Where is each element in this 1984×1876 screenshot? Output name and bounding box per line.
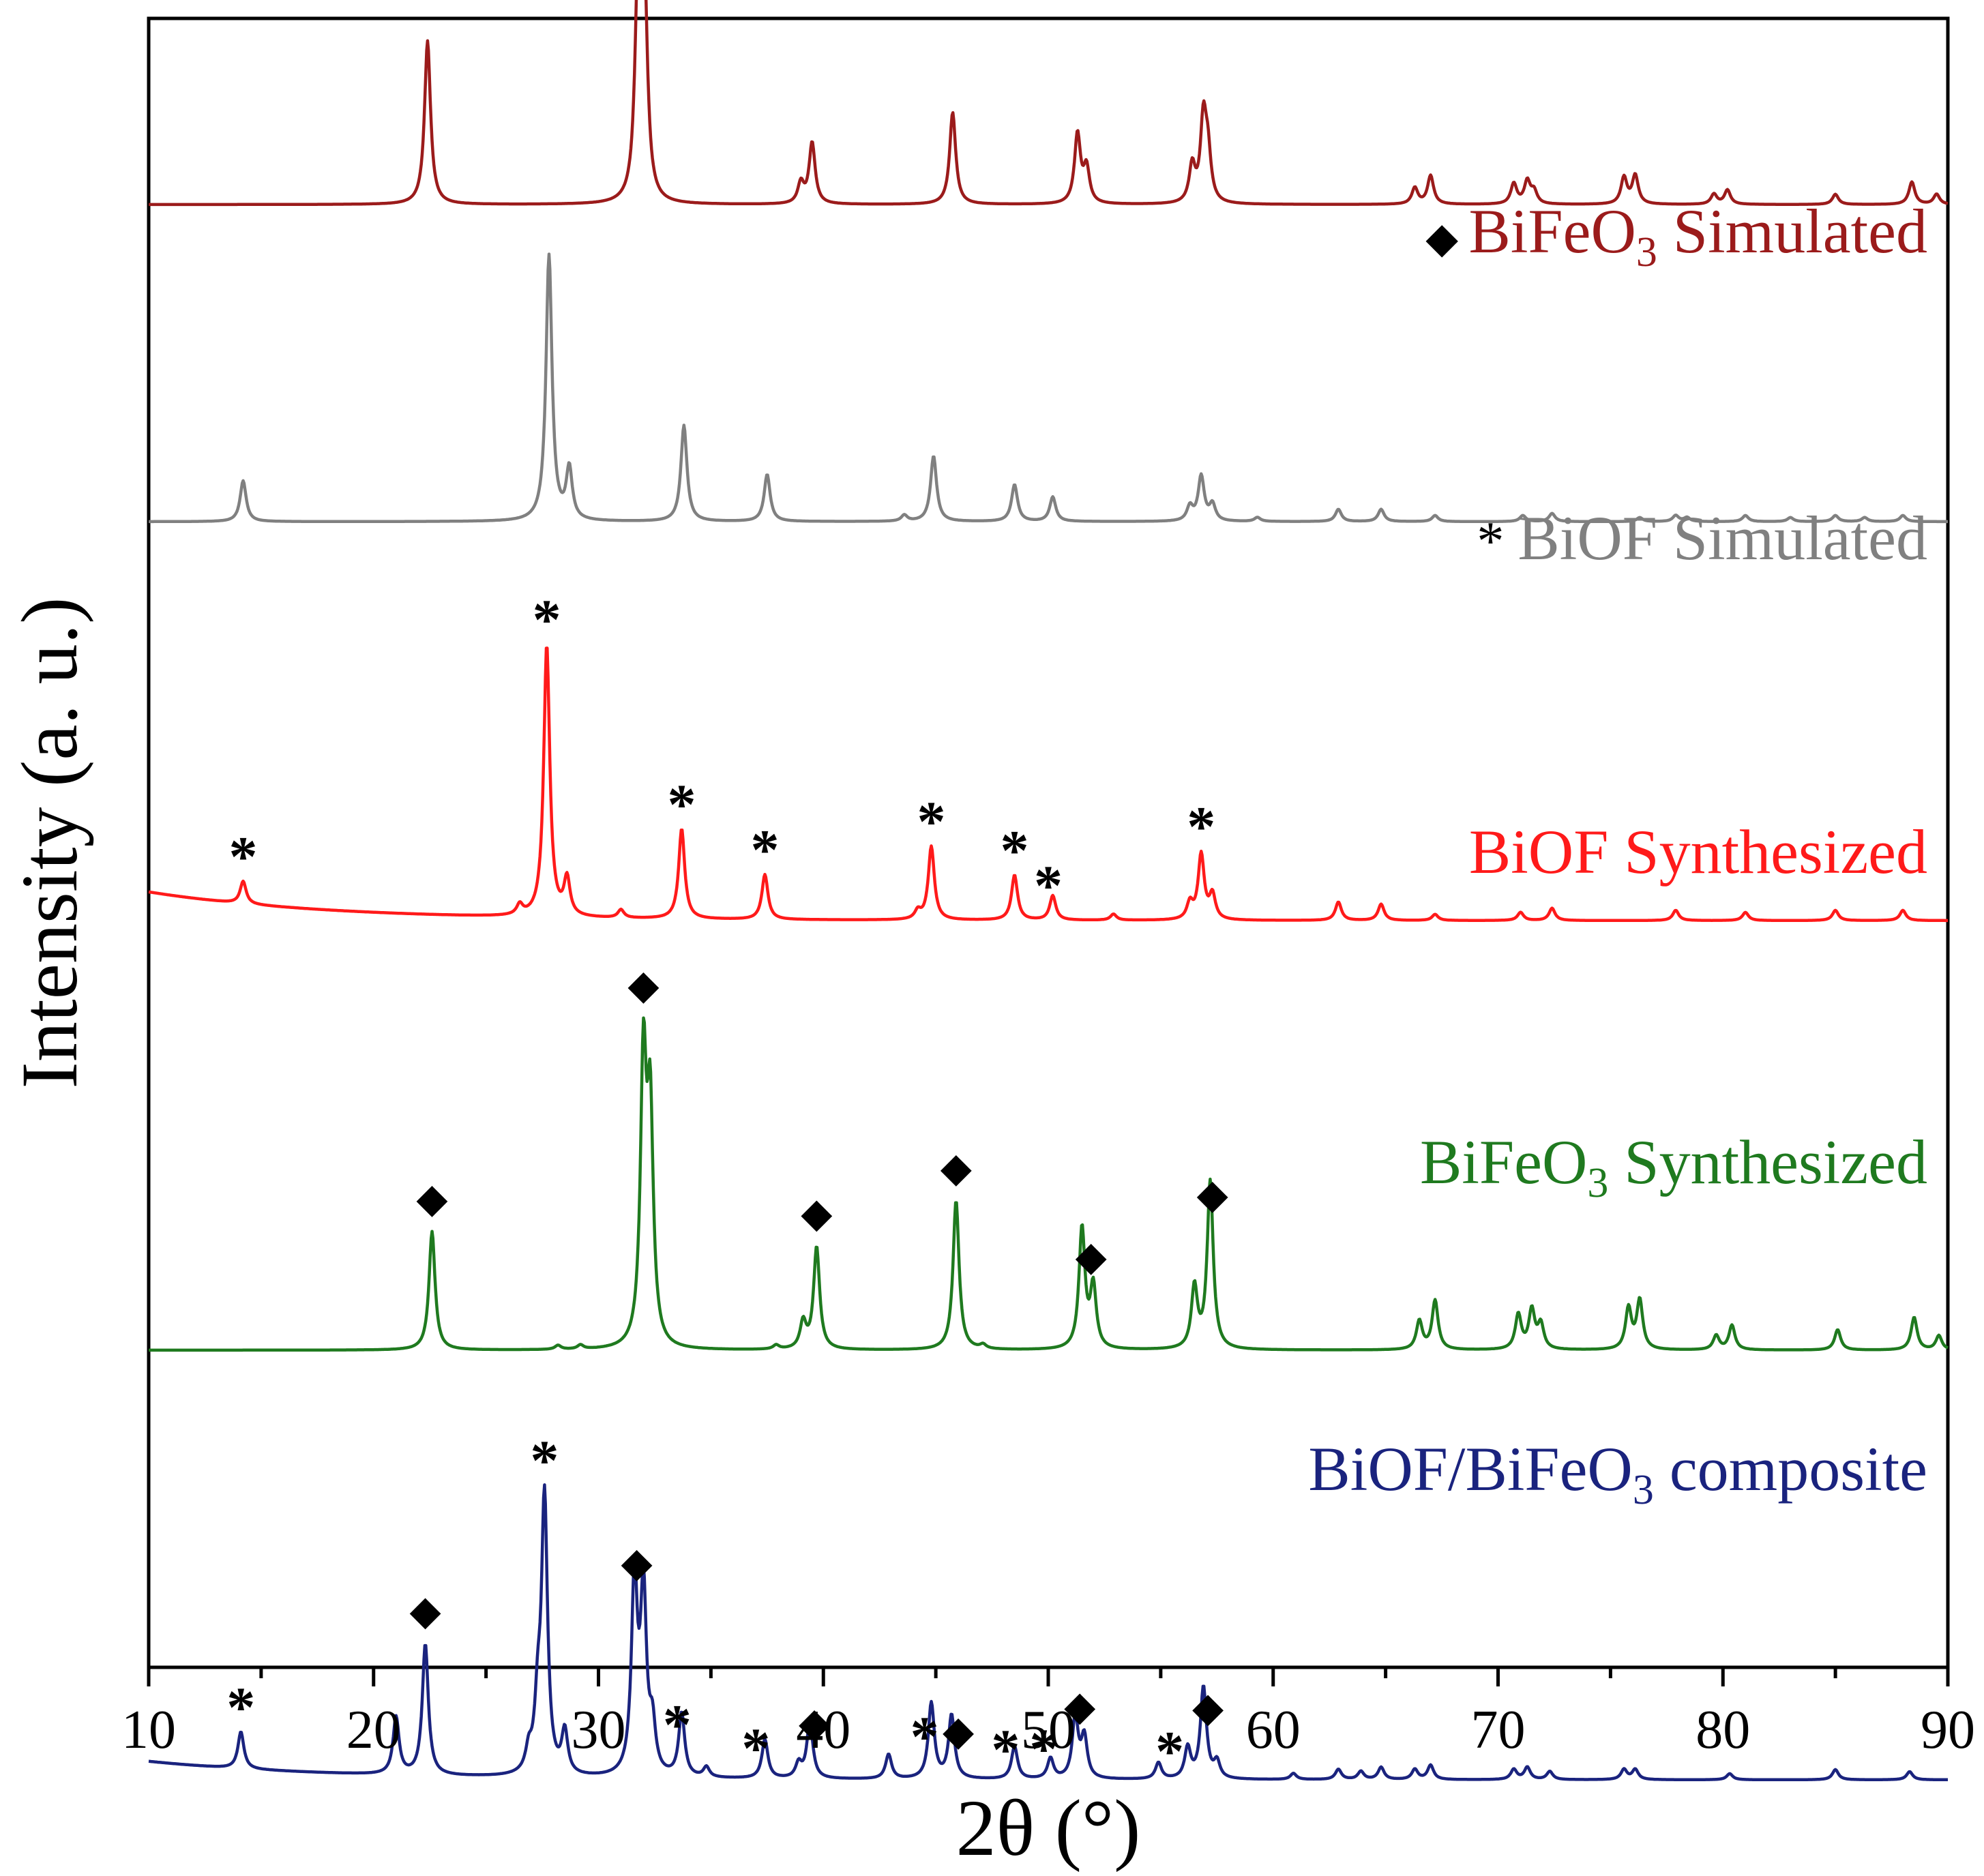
peak-marker-biof-bifeo3-composite-10: * [1029, 1717, 1058, 1781]
peak-marker-biof-bifeo3-composite-9: * [991, 1718, 1020, 1782]
peak-marker-biof-synthesized-0: * [228, 825, 257, 889]
x-tick-label: 90 [1921, 1700, 1975, 1760]
peak-annotations: **** * ***◆◆◆◆◆◆*◆*◆* * ◆ * ◆ * *◆*◆ [226, 588, 1228, 1783]
peak-marker-biof-bifeo3-composite-6: ◆ [799, 1700, 830, 1745]
peak-marker-biof-bifeo3-composite-0: * [226, 1676, 255, 1740]
peak-marker-bifeo3-synthesized-1: ◆ [627, 963, 659, 1008]
peak-marker-biof-bifeo3-composite-7: * [910, 1706, 939, 1769]
peak-marker-biof-bifeo3-composite-5: * [741, 1716, 770, 1780]
peak-marker-biof-synthesized-7: * [1187, 795, 1215, 859]
series-traces [148, 0, 1949, 1782]
x-tick-label: 10 [121, 1700, 176, 1760]
peak-marker-biof-bifeo3-composite-11: ◆ [1064, 1684, 1095, 1729]
peak-marker-biof-synthesized-1: * [533, 588, 561, 651]
peak-marker-biof-bifeo3-composite-4: * [663, 1693, 692, 1757]
peak-marker-biof-synthesized-4: * [917, 790, 946, 853]
peak-marker-bifeo3-synthesized-2: ◆ [801, 1191, 832, 1236]
x-tick-label: 40 [796, 1700, 850, 1760]
series-label-biof-bifeo3-composite: BiOF/BiFeO3 composite [1308, 1434, 1927, 1513]
peak-marker-bifeo3-synthesized-4: ◆ [1076, 1234, 1107, 1279]
series-label-biof-synthesized: BiOF Synthesized [1469, 817, 1927, 887]
peak-marker-biof-bifeo3-composite-12: * [1155, 1720, 1184, 1783]
x-tick-label: 80 [1696, 1700, 1750, 1760]
series-line-bifeo3-synthesized [148, 1016, 1949, 1352]
series-line-biof-bifeo3-composite [148, 1483, 1949, 1782]
x-tick-label: 30 [572, 1700, 626, 1760]
x-tick-label: 60 [1246, 1700, 1301, 1760]
series-label-bifeo3-simulated: ◆ BiFeO3 Simulated [1425, 196, 1927, 276]
peak-marker-bifeo3-synthesized-3: ◆ [941, 1145, 972, 1190]
peak-marker-biof-synthesized-3: * [751, 818, 780, 882]
series-label-bifeo3-synthesized: BiFeO3 Synthesized [1420, 1127, 1927, 1206]
x-tick-label: 70 [1471, 1700, 1526, 1760]
peak-marker-bifeo3-synthesized-0: ◆ [416, 1176, 447, 1221]
series-line-biof-simulated [148, 252, 1949, 524]
x-tick-label: 50 [1021, 1700, 1076, 1760]
x-axis: 10 20 30 40 50 60 70 80 90 [121, 1667, 1975, 1760]
peak-marker-biof-synthesized-2: * [668, 773, 696, 836]
peak-marker-biof-bifeo3-composite-2: * [530, 1429, 559, 1492]
peak-marker-biof-synthesized-6: * [1034, 854, 1063, 918]
series-label-biof-simulated: * BiOF Simulated [1477, 503, 1927, 573]
peak-marker-biof-bifeo3-composite-1: ◆ [410, 1588, 441, 1633]
peak-marker-biof-synthesized-5: * [1001, 819, 1029, 882]
x-axis-label: 2θ (°) [956, 1783, 1141, 1873]
series-line-bifeo3-simulated [148, 0, 1949, 207]
peak-marker-biof-bifeo3-composite-13: ◆ [1192, 1685, 1224, 1730]
y-axis-label: Intensity (a. u.) [5, 597, 94, 1089]
peak-marker-bifeo3-synthesized-5: ◆ [1197, 1172, 1228, 1217]
peak-marker-biof-bifeo3-composite-3: ◆ [621, 1540, 652, 1585]
series-labels: ◆ BiFeO3 Simulated * BiOF Simulated BiOF S… [1308, 196, 1927, 1513]
series-line-biof-synthesized [148, 646, 1949, 923]
peak-marker-biof-bifeo3-composite-8: ◆ [943, 1708, 974, 1753]
x-tick-label: 20 [346, 1700, 401, 1760]
